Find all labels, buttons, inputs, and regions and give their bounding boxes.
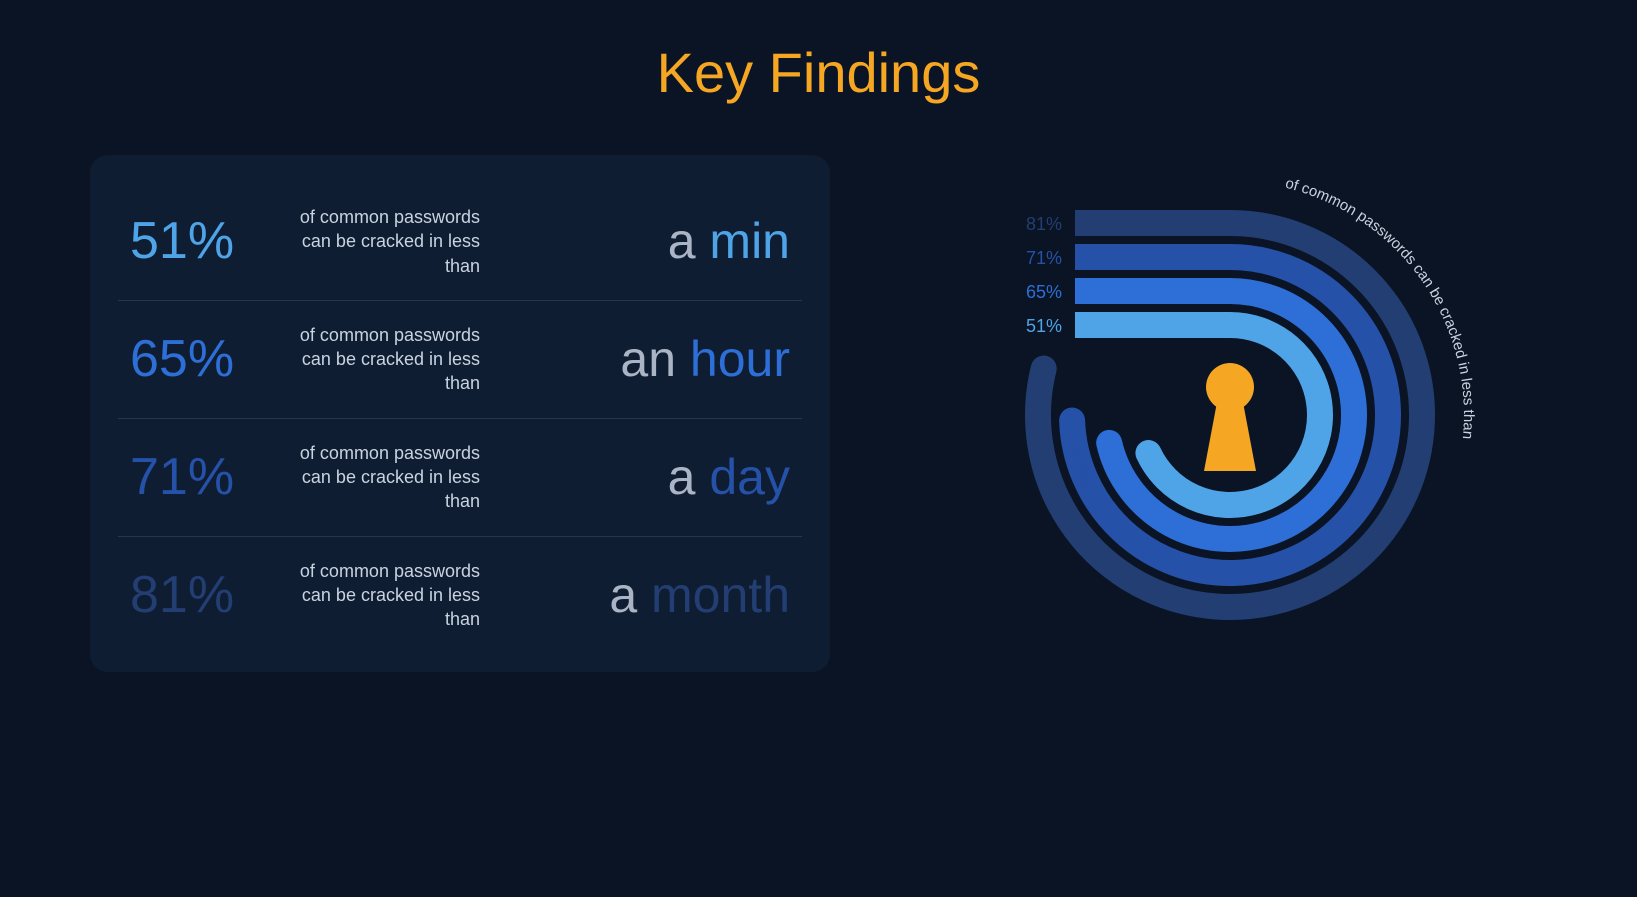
stat-percentage: 51%	[130, 211, 280, 271]
radial-chart-area: 51%a minute65%an hour71%a day81%a montho…	[890, 155, 1547, 672]
stat-time: an hour	[510, 330, 790, 388]
stat-unit: month	[651, 567, 790, 623]
stat-time: a day	[510, 448, 790, 506]
stat-description: of common passwords can be cracked in le…	[280, 559, 510, 632]
radial-pct-label: 51%	[1026, 316, 1062, 336]
stat-row: 51% of common passwords can be cracked i…	[118, 183, 802, 301]
radial-chart-svg: 51%a minute65%an hour71%a day81%a montho…	[890, 115, 1590, 755]
stat-time: a min	[510, 212, 790, 270]
stat-row: 71% of common passwords can be cracked i…	[118, 419, 802, 537]
stat-description: of common passwords can be cracked in le…	[280, 323, 510, 396]
stat-unit: min	[709, 213, 790, 269]
stat-percentage: 81%	[130, 565, 280, 625]
stat-article: an	[620, 331, 676, 387]
radial-pct-label: 71%	[1026, 248, 1062, 268]
stat-percentage: 65%	[130, 329, 280, 389]
stat-time: a month	[510, 566, 790, 624]
stat-article: a	[609, 567, 637, 623]
stat-unit: day	[709, 449, 790, 505]
stats-card: 51% of common passwords can be cracked i…	[90, 155, 830, 672]
keyhole-icon	[1204, 363, 1256, 471]
content-area: 51% of common passwords can be cracked i…	[0, 155, 1637, 672]
stat-unit: hour	[690, 331, 790, 387]
radial-pct-label: 65%	[1026, 282, 1062, 302]
stat-article: a	[668, 213, 696, 269]
stat-description: of common passwords can be cracked in le…	[280, 205, 510, 278]
stat-row: 65% of common passwords can be cracked i…	[118, 301, 802, 419]
stat-description: of common passwords can be cracked in le…	[280, 441, 510, 514]
stat-percentage: 71%	[130, 447, 280, 507]
radial-pct-label: 81%	[1026, 214, 1062, 234]
stat-row: 81% of common passwords can be cracked i…	[118, 537, 802, 654]
stat-article: a	[668, 449, 696, 505]
